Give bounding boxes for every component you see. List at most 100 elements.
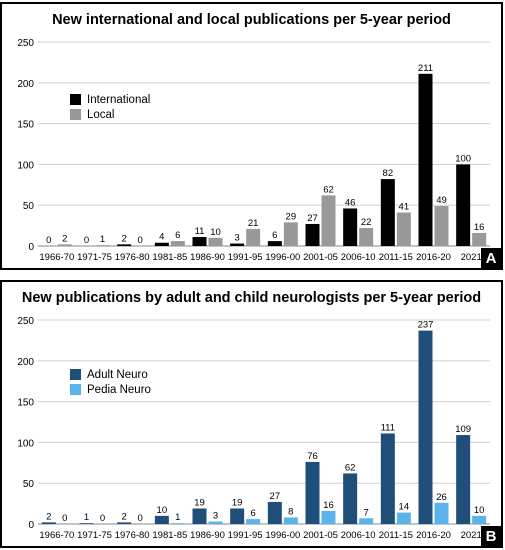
data-label: 14 xyxy=(399,502,410,513)
data-label: 237 xyxy=(418,320,434,331)
chart-title: New publications by adult and child neur… xyxy=(21,290,482,306)
bar-1 xyxy=(396,512,411,524)
x-tick-label: 1966-70 xyxy=(39,530,74,541)
legend-item-local: Local xyxy=(70,107,150,122)
bar-1 xyxy=(95,245,110,246)
data-label: 6 xyxy=(251,508,256,519)
x-tick-label: 1996-00 xyxy=(265,252,300,263)
bar-1 xyxy=(396,212,411,246)
x-tick-label: 2001-05 xyxy=(303,530,338,541)
y-tick-label: 0 xyxy=(28,520,34,531)
data-label: 27 xyxy=(307,213,318,224)
bar-0 xyxy=(117,244,132,246)
chart-title: New international and local publications… xyxy=(52,12,451,28)
legend-label: International xyxy=(87,93,151,106)
bar-0 xyxy=(305,223,320,246)
bar-0 xyxy=(79,523,94,524)
data-label: 2 xyxy=(62,233,67,244)
data-label: 0 xyxy=(62,513,67,524)
data-label: 1 xyxy=(100,234,105,245)
data-label: 111 xyxy=(381,422,395,433)
chart-panel-a: New international and local publications… xyxy=(0,2,503,270)
bar-1 xyxy=(359,228,374,246)
bar-0 xyxy=(41,522,56,524)
bar-1 xyxy=(57,244,72,246)
bar-1 xyxy=(472,232,487,246)
x-tick-label: 1981-85 xyxy=(152,252,187,263)
x-tick-label: 2016-20 xyxy=(416,252,451,263)
bar-0 xyxy=(380,179,395,246)
bar-0 xyxy=(154,515,169,524)
bar-1 xyxy=(246,519,261,524)
bar-1 xyxy=(170,241,185,246)
bar-1 xyxy=(208,521,223,524)
bar-1 xyxy=(434,206,449,246)
bar-0 xyxy=(456,164,471,246)
y-tick-label: 200 xyxy=(17,357,34,368)
data-label: 6 xyxy=(175,230,180,241)
legend-label: Pedia Neuro xyxy=(87,383,151,396)
y-tick-label: 200 xyxy=(17,79,34,90)
data-label: 27 xyxy=(270,491,281,502)
panel-label: B xyxy=(481,526,501,546)
data-label: 62 xyxy=(323,184,334,195)
data-label: 2 xyxy=(122,233,127,244)
legend-label: Local xyxy=(87,108,115,121)
data-label: 211 xyxy=(418,63,433,74)
y-tick-label: 250 xyxy=(17,38,34,49)
bar-1 xyxy=(283,222,298,246)
bar-1 xyxy=(321,195,336,246)
bar-1 xyxy=(170,523,185,524)
x-tick-label: 1976-80 xyxy=(115,252,150,263)
data-label: 82 xyxy=(383,168,394,179)
bar-1 xyxy=(359,518,374,524)
data-label: 0 xyxy=(100,513,105,524)
data-label: 10 xyxy=(157,505,168,516)
x-tick-label: 1986-90 xyxy=(190,530,225,541)
x-tick-label: 2006-10 xyxy=(341,530,376,541)
data-label: 1 xyxy=(175,512,180,523)
x-tick-label: 1966-70 xyxy=(39,252,74,263)
data-label: 19 xyxy=(232,497,243,508)
data-label: 109 xyxy=(455,424,471,435)
legend-item-adult-neuro: Adult Neuro xyxy=(70,367,151,382)
bar-0 xyxy=(456,435,471,524)
panel-label: A xyxy=(481,248,501,268)
x-tick-label: 2006-10 xyxy=(341,252,376,263)
bar-1 xyxy=(246,228,261,246)
bar-0 xyxy=(192,508,207,524)
data-label: 4 xyxy=(159,232,164,243)
bar-0 xyxy=(154,242,169,246)
data-label: 10 xyxy=(474,505,485,516)
y-tick-label: 150 xyxy=(17,120,34,131)
chart-panel-b: New publications by adult and child neur… xyxy=(0,280,503,548)
legend-swatch xyxy=(70,109,81,120)
data-label: 49 xyxy=(436,195,447,206)
bar-0 xyxy=(230,508,245,524)
y-tick-label: 0 xyxy=(28,242,34,253)
data-label: 26 xyxy=(436,492,447,503)
data-label: 29 xyxy=(286,211,297,222)
data-label: 76 xyxy=(307,451,318,462)
bar-1 xyxy=(472,515,487,524)
data-label: 7 xyxy=(364,507,369,518)
data-label: 1 xyxy=(84,512,89,523)
data-label: 19 xyxy=(194,497,205,508)
bar-0 xyxy=(230,243,245,246)
bar-0 xyxy=(305,461,320,524)
data-label: 16 xyxy=(323,500,334,511)
data-label: 62 xyxy=(345,462,356,473)
bar-0 xyxy=(343,208,358,246)
legend-swatch xyxy=(70,369,81,380)
legend-item-international: International xyxy=(70,92,150,107)
y-tick-label: 150 xyxy=(17,398,34,409)
x-tick-label: 2021 xyxy=(461,530,482,541)
bar-0 xyxy=(267,241,282,246)
data-label: 8 xyxy=(288,506,293,517)
bar-1 xyxy=(283,517,298,524)
y-tick-label: 100 xyxy=(17,160,34,171)
bar-1 xyxy=(434,502,449,524)
data-label: 10 xyxy=(210,227,221,238)
